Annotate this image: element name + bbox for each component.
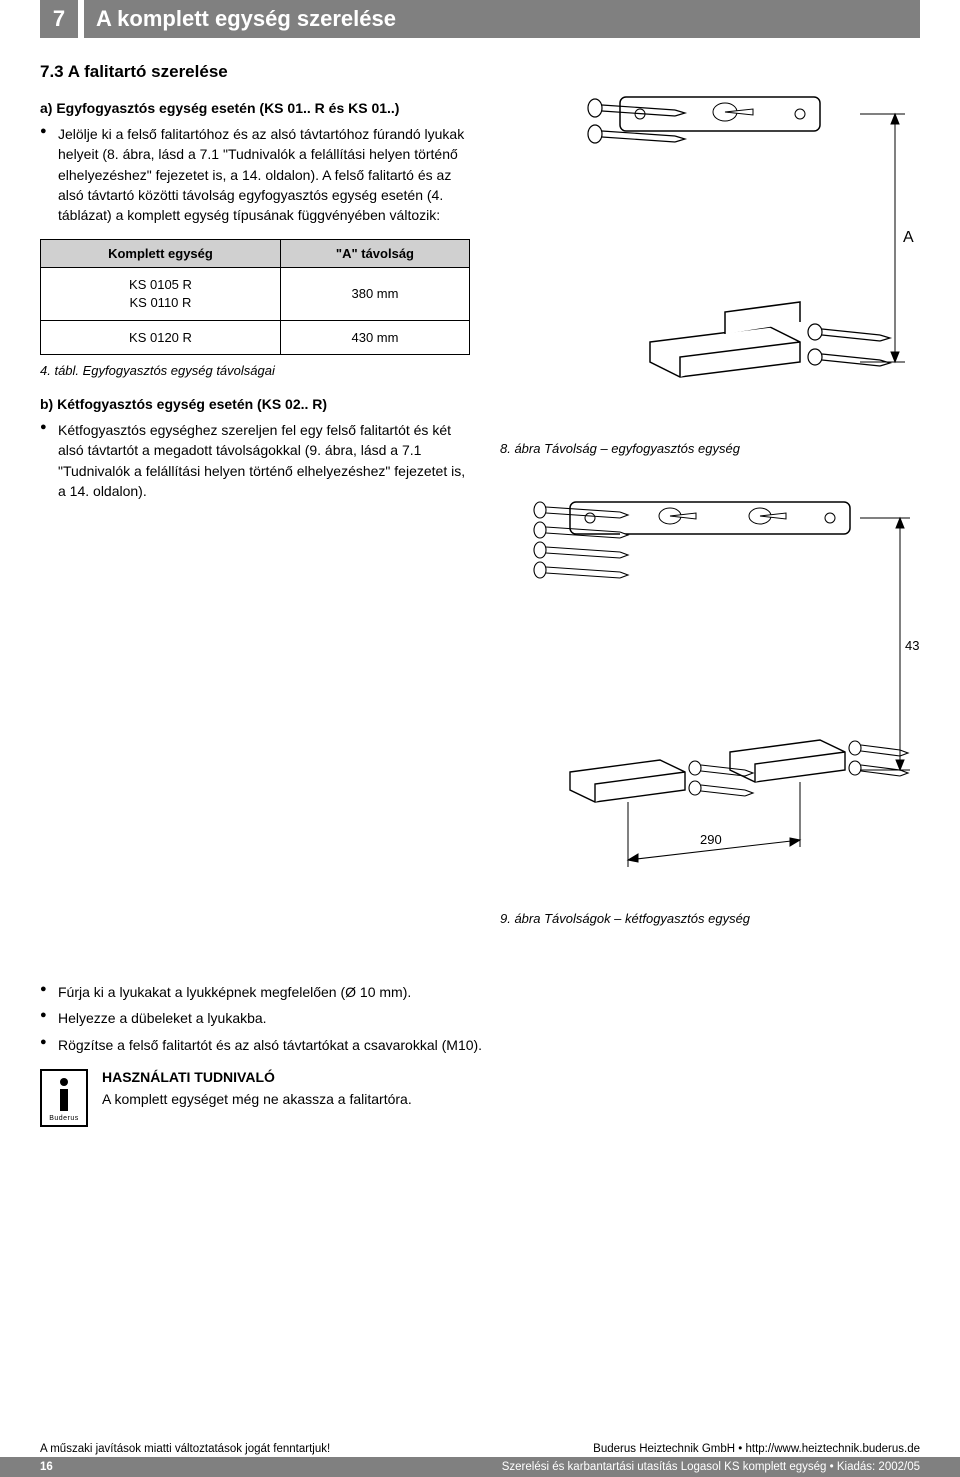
footer-left: A műszaki javítások miatti változtatások… [40,1443,330,1455]
left-column: 7.3 A falitartó szerelése a) Egyfogyaszt… [40,62,470,942]
part-b-heading: b) Kétfogyasztós egység esetén (KS 02.. … [40,396,470,412]
table-row: KS 0120 R 430 mm [41,320,470,355]
part-a-list: Jelölje ki a felső falitartóhoz és az al… [40,124,470,225]
page-number: 16 [40,1461,70,1473]
dimension-label-430: 430 [905,638,920,653]
chapter-number: 7 [40,0,78,38]
table-cell: KS 0105 R KS 0110 R [41,268,281,320]
distance-table: Komplett egység "A" távolság KS 0105 R K… [40,239,470,355]
note-title: HASZNÁLATI TUDNIVALÓ [102,1069,412,1085]
step-item: Fúrja ki a lyukakat a lyukképnek megfele… [40,982,500,1002]
step-item: Rögzítse a felső falitartót és az alsó t… [40,1035,500,1055]
figure-8: A [500,62,920,435]
figure-9-caption: 9. ábra Távolságok – kétfogyasztós egysé… [500,911,920,926]
brand-label: Buderus [49,1115,79,1122]
part-a-heading: a) Egyfogyasztós egység esetén (KS 01.. … [40,100,470,116]
part-b-bullet: Kétfogyasztós egységhez szereljen fel eg… [40,420,470,501]
part-b-list: Kétfogyasztós egységhez szereljen fel eg… [40,420,470,501]
usage-note: Buderus HASZNÁLATI TUDNIVALÓ A komplett … [40,1069,500,1127]
chapter-header: 7 A komplett egység szerelése [40,0,920,38]
table-header: Komplett egység [41,240,281,268]
note-body: A komplett egységet még ne akassza a fal… [102,1091,412,1107]
chapter-title: A komplett egység szerelése [84,0,920,38]
table-cell: 380 mm [280,268,469,320]
page-footer: A műszaki javítások miatti változtatások… [0,1439,960,1477]
figure-9: 430 290 [500,472,920,905]
section-heading: 7.3 A falitartó szerelése [40,62,470,82]
dimension-label-290: 290 [700,832,722,847]
table-cell: 430 mm [280,320,469,355]
info-icon: Buderus [40,1069,88,1127]
table-header: "A" távolság [280,240,469,268]
doc-title: Szerelési és karbantartási utasítás Loga… [70,1461,920,1473]
table-row: KS 0105 R KS 0110 R 380 mm [41,268,470,320]
footer-right: Buderus Heiztechnik GmbH • http://www.he… [593,1443,920,1455]
figure-8-caption: 8. ábra Távolság – egyfogyasztós egység [500,441,920,456]
table-cell: KS 0120 R [41,320,281,355]
bottom-steps-list: Fúrja ki a lyukakat a lyukképnek megfele… [40,982,500,1055]
part-a-bullet: Jelölje ki a felső falitartóhoz és az al… [40,124,470,225]
step-item: Helyezze a dübeleket a lyukakba. [40,1008,500,1028]
right-column: A 8. ábra Távolság – egyfogyasztós egysé… [500,62,920,942]
dimension-label-a: A [903,229,914,246]
table-caption: 4. tábl. Egyfogyasztós egység távolságai [40,363,470,378]
